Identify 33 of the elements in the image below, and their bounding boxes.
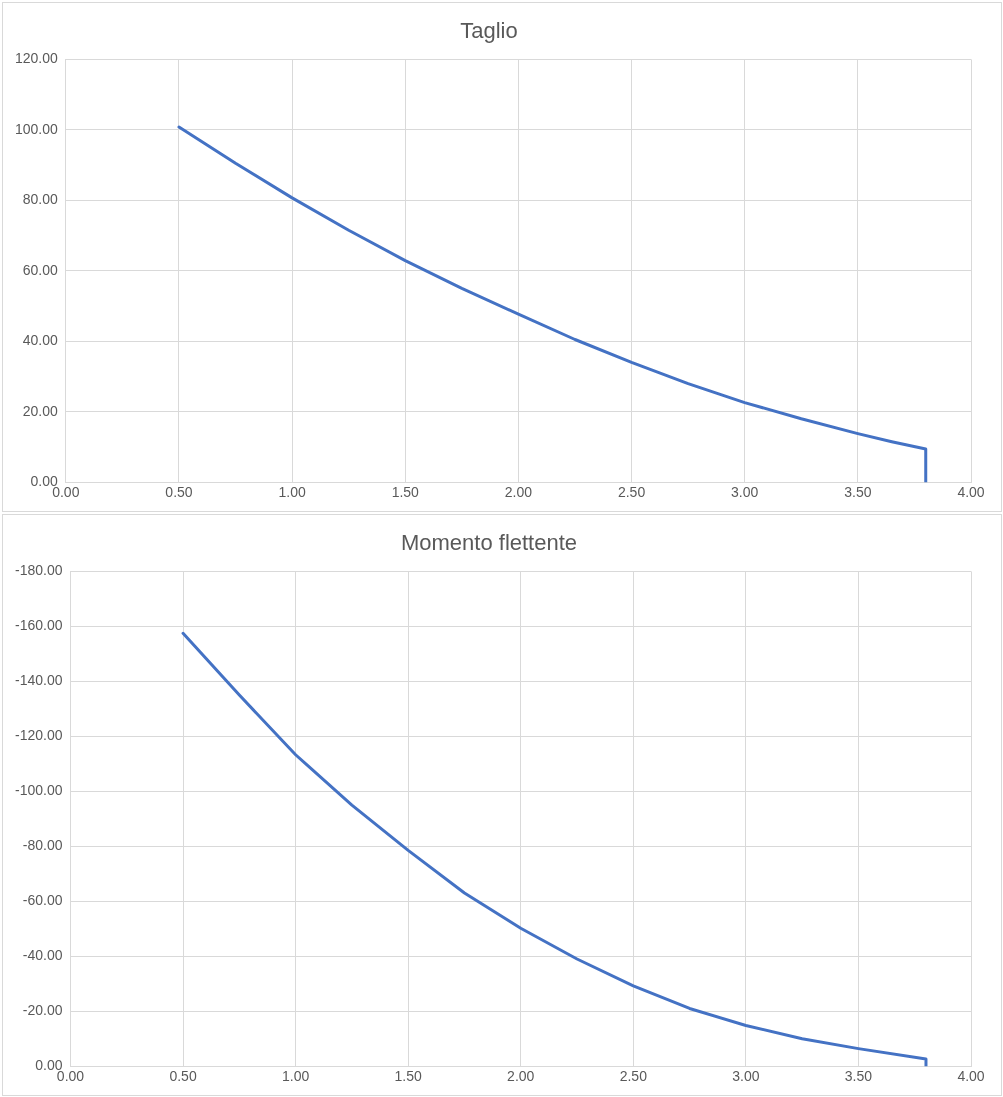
x-tick-label: 3.50 (844, 1068, 873, 1085)
y-tick-label: 120.00 (14, 50, 59, 67)
y-tick-label: 20.00 (22, 402, 59, 419)
x-tick-label: 3.50 (844, 484, 872, 501)
x-tick-label: 2.00 (504, 484, 533, 501)
x-tick-label: 0.50 (165, 484, 193, 501)
x-tick-label: 1.00 (281, 1068, 310, 1085)
y-tick-label: 40.00 (22, 332, 59, 349)
y-tick-label: -60.00 (22, 892, 63, 909)
y-tick-label: 100.00 (14, 120, 59, 137)
x-tick-label: 4.00 (957, 484, 985, 501)
x-tick-label: 2.50 (619, 1068, 648, 1085)
x-tick-label: 1.00 (278, 484, 306, 501)
y-tick-label: -140.00 (15, 672, 63, 689)
y-tick-label: -100.00 (15, 782, 63, 799)
y-tick-label: -120.00 (15, 727, 63, 744)
y-tick-label: -80.00 (22, 837, 63, 854)
y-tick-label: -180.00 (15, 562, 63, 579)
x-tick-label: 4.00 (957, 1068, 985, 1085)
x-tick-label: 2.50 (617, 484, 646, 501)
x-tick-label: 2.00 (507, 1068, 535, 1085)
chart-title: Taglio (460, 18, 518, 44)
chart-title: Momento flettente (400, 530, 578, 556)
x-tick-label: 3.00 (731, 484, 759, 501)
y-tick-label: 60.00 (22, 261, 59, 278)
x-tick-label: 1.50 (394, 1068, 423, 1085)
x-tick-label: 1.50 (391, 484, 420, 501)
y-tick-label: 80.00 (22, 191, 59, 208)
y-tick-label: -40.00 (22, 947, 63, 964)
x-tick-label: 3.00 (732, 1068, 760, 1085)
y-tick-label: -160.00 (15, 617, 63, 634)
y-tick-label: -20.00 (22, 1002, 63, 1019)
x-tick-label: 0.50 (169, 1068, 197, 1085)
